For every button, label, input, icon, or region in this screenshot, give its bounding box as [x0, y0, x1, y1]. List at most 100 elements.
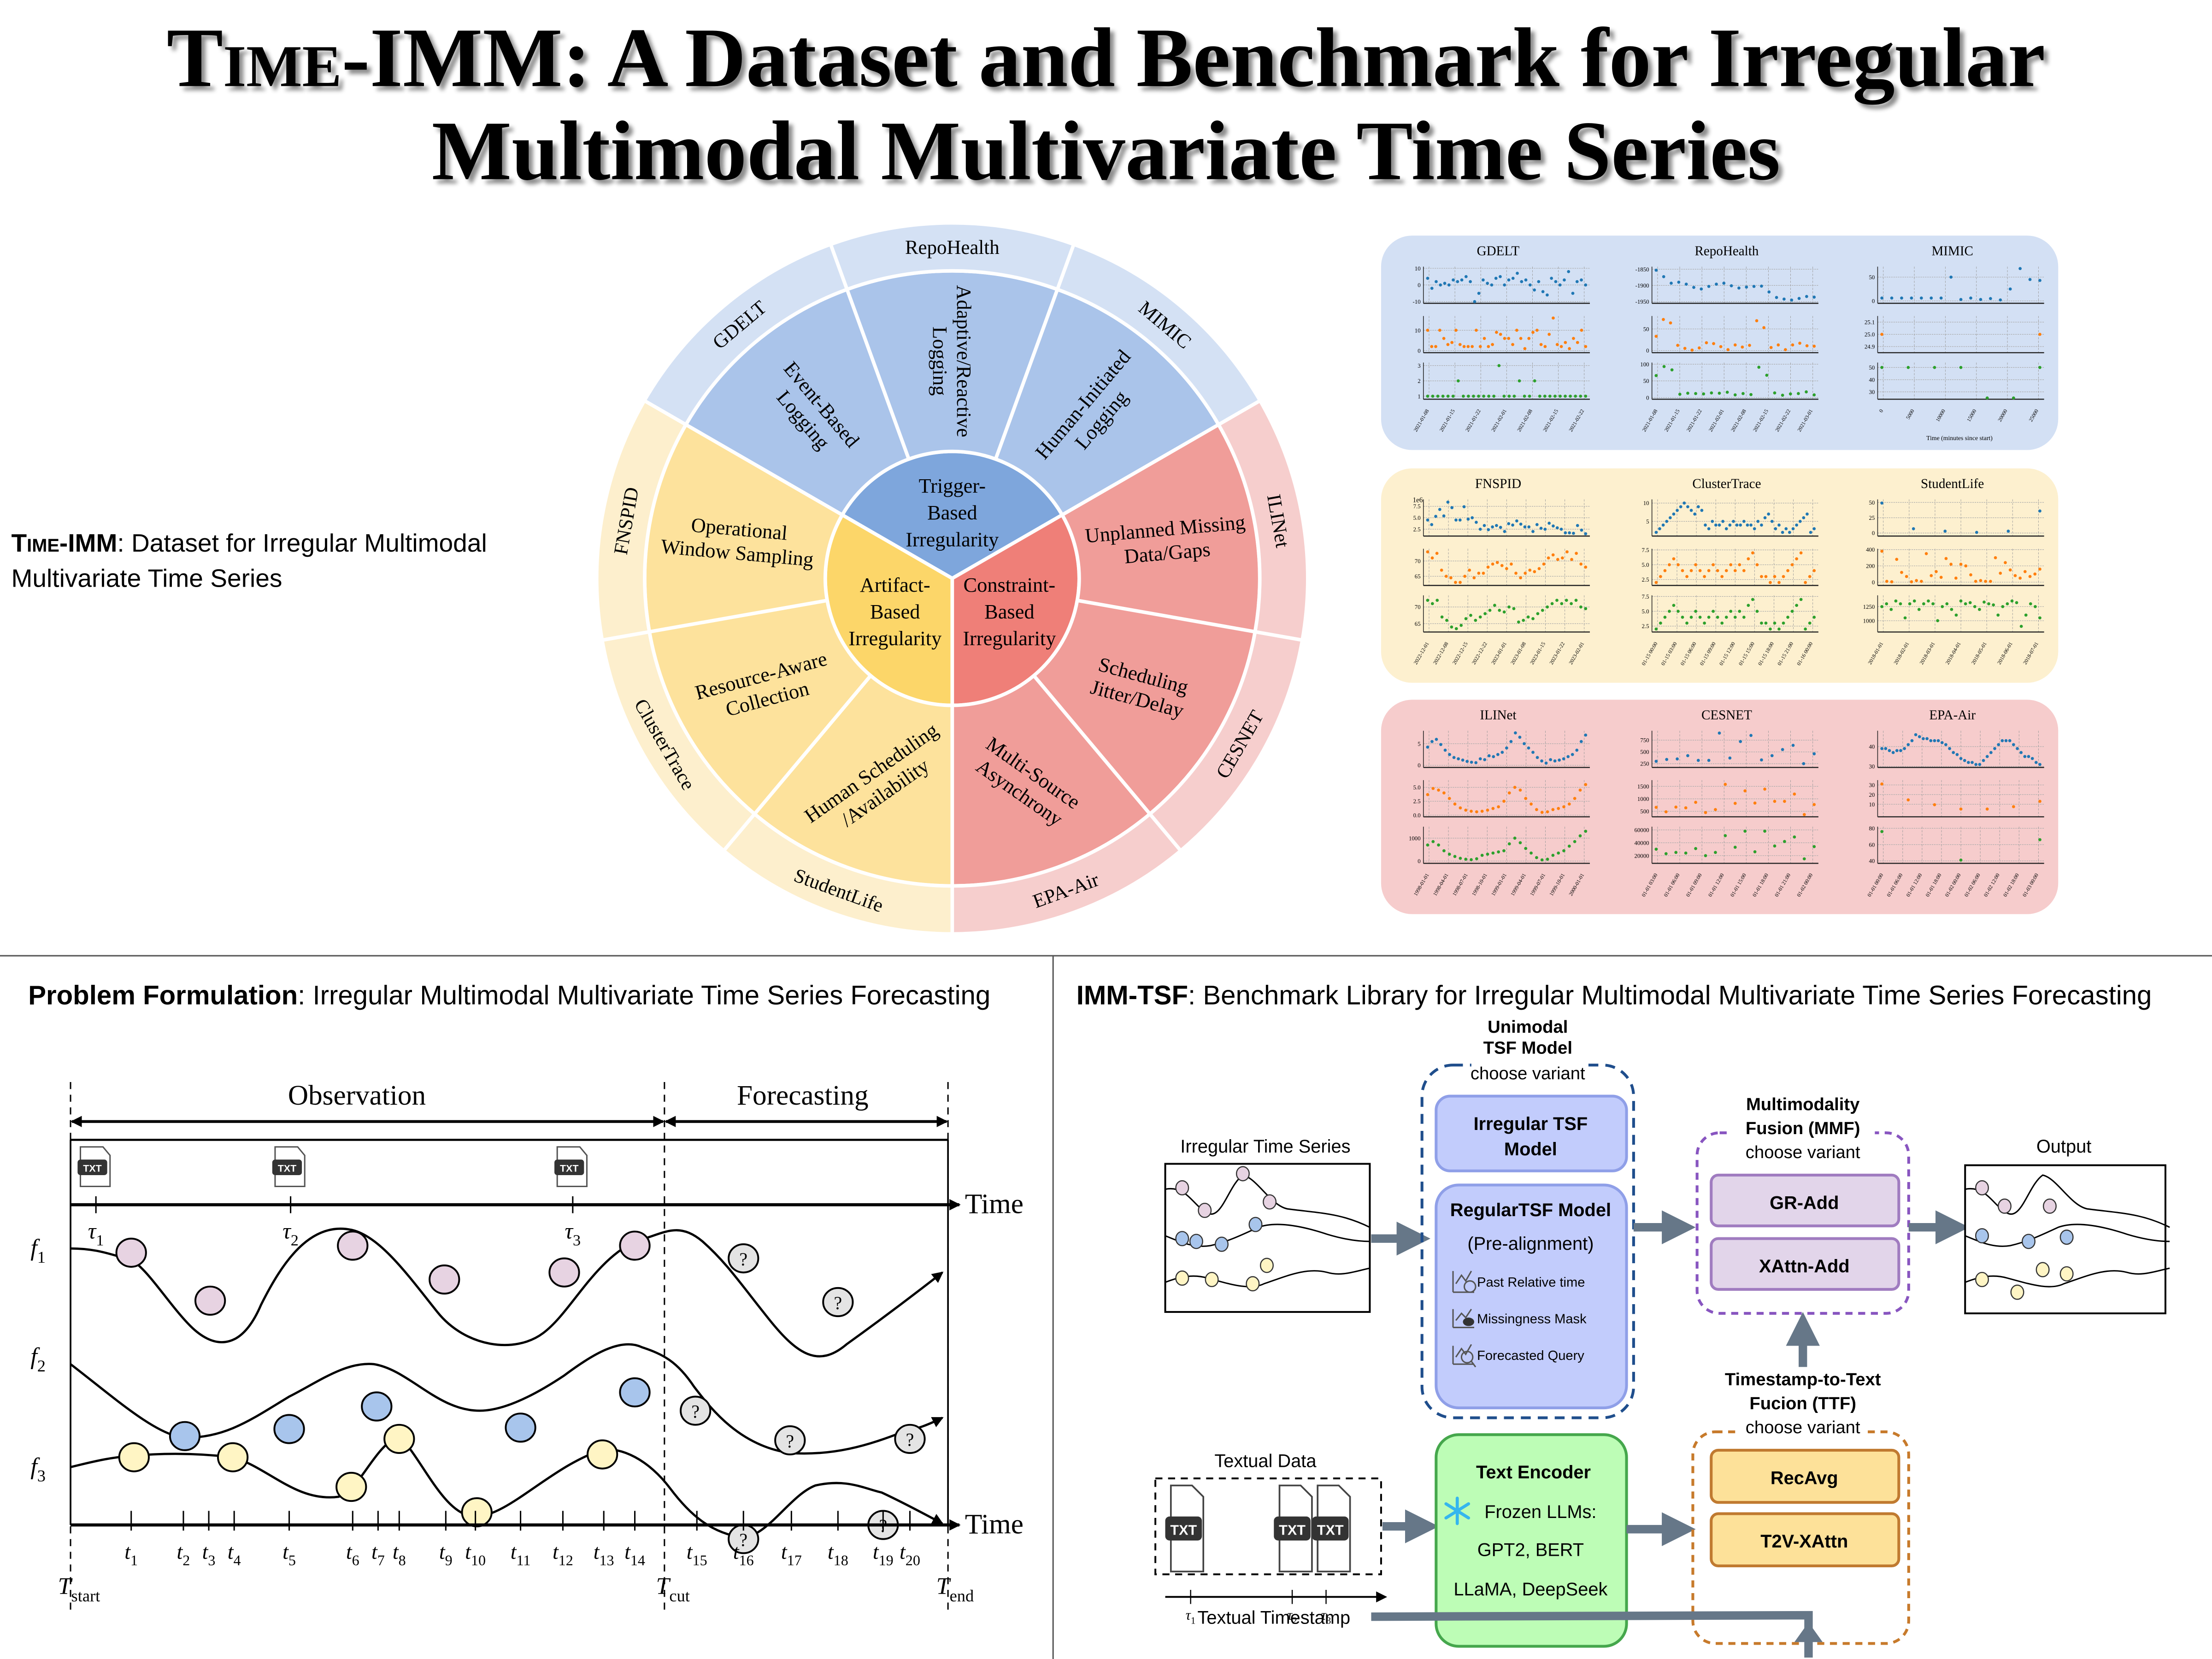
data-point: [1470, 760, 1473, 764]
x-tick-label: 01-15 21:00: [1777, 641, 1795, 667]
mini-point: [1248, 1217, 1263, 1232]
x-tick-label: 01-02 18:00: [2002, 872, 2020, 898]
data-point: [1891, 751, 1895, 754]
data-point: [1944, 557, 1948, 560]
regular-tsf-button[interactable]: [1435, 1183, 1628, 1410]
data-point: [1524, 278, 1528, 282]
data-point: [2023, 755, 2027, 758]
data-point: [1805, 344, 1809, 347]
data-point: [2038, 365, 2041, 369]
data-point: [1505, 567, 1508, 571]
data-point: [1669, 321, 1672, 325]
data-point: [1579, 740, 1583, 743]
data-point: [1895, 558, 1899, 561]
data-point: [1503, 529, 1506, 533]
data-point: [1765, 373, 1769, 377]
y-tick-label: 2.5: [1641, 577, 1649, 583]
mechanism-line: Adaptive/Reactive: [953, 285, 976, 437]
data-point: [1880, 782, 1884, 786]
data-point: [1788, 530, 1791, 534]
data-point: [1799, 598, 1803, 601]
y-tick-label: -1850: [1635, 266, 1649, 273]
xattn-add-button[interactable]: [1710, 1237, 1900, 1291]
data-point: [1519, 523, 1523, 526]
data-point: [1769, 346, 1773, 349]
observation-point: [619, 1377, 651, 1408]
data-point: [1517, 620, 1520, 624]
data-point: [1781, 748, 1784, 751]
data-point: [1466, 518, 1470, 521]
tau-label-3: τ3: [565, 1218, 581, 1249]
data-point: [1584, 783, 1588, 786]
data-point: [1442, 849, 1446, 853]
data-point: [1507, 522, 1511, 525]
data-point: [1438, 508, 1441, 511]
y-tick-label: -1900: [1635, 282, 1649, 289]
mini-point: [1235, 1166, 1250, 1182]
dataset-caption: Time-IMM: Dataset for Irregular Multimod…: [11, 526, 487, 597]
mini-curve: [1165, 1267, 1370, 1288]
recavg-button[interactable]: [1710, 1448, 1900, 1504]
data-point: [1426, 394, 1430, 398]
data-point: [1665, 520, 1669, 523]
data-point: [1895, 749, 1899, 753]
data-point: [1659, 621, 1662, 625]
t-label-11-base: t: [511, 1540, 517, 1564]
t-label-11-sub: 11: [516, 1552, 530, 1568]
data-point: [1530, 851, 1533, 855]
data-point: [1689, 615, 1693, 619]
t-label-4: t4: [228, 1540, 241, 1569]
data-point: [1880, 549, 1884, 553]
x-tick-label: 01-02 12:00: [1983, 872, 2001, 898]
data-point: [1571, 292, 1575, 295]
feature-label-3-sub: 3: [37, 1467, 46, 1485]
irregular-tsf-button[interactable]: [1435, 1094, 1628, 1172]
mini-series-1: 0.0 2.5 5.0: [1413, 780, 1590, 818]
data-point: [1812, 845, 1816, 848]
data-point: [1683, 347, 1687, 350]
x-tick-label: 1999-01-01: [1490, 872, 1508, 897]
data-point: [1690, 348, 1694, 352]
x-tick-label: 01-01 06:00: [1663, 872, 1681, 898]
data-point: [1495, 561, 1499, 565]
data-point: [1487, 754, 1491, 758]
text-encoder-box[interactable]: [1435, 1433, 1628, 1648]
data-point: [1523, 394, 1526, 398]
data-point: [1949, 563, 1953, 566]
gr-add-button[interactable]: [1710, 1173, 1900, 1228]
data-point: [1982, 759, 1985, 762]
data-point: [1718, 731, 1721, 735]
data-point: [1431, 394, 1435, 398]
data-point: [1791, 527, 1795, 530]
mini-series-1: 10 20 30: [1869, 780, 2044, 818]
data-point: [1507, 842, 1511, 846]
y-tick-label: 65: [1415, 621, 1421, 627]
data-point: [1930, 296, 1933, 300]
mini-chart-cesnet: CESNET 250 500 750 500 1000 1500 20000 40000 6000…: [1634, 708, 1818, 898]
data-point: [1743, 830, 1747, 833]
mini-point: [1997, 1198, 2012, 1214]
data-point: [1805, 390, 1808, 394]
data-point: [1528, 568, 1532, 572]
data-point: [1543, 345, 1547, 348]
data-point: [1564, 531, 1567, 535]
data-point: [1693, 512, 1697, 516]
y-tick-label: 30: [1869, 782, 1875, 788]
x-tick-label: 2018-03-01: [1918, 641, 1936, 666]
data-point: [1426, 276, 1430, 280]
T-label-start-sub: start: [71, 1587, 100, 1605]
mini-chart-title: ILINet: [1480, 708, 1516, 723]
mini-series-2: 30 40 50: [1869, 362, 2044, 400]
data-point: [1659, 575, 1662, 578]
data-point: [1664, 852, 1668, 855]
data-point: [1450, 341, 1454, 344]
mini-point: [1198, 1202, 1212, 1218]
data-point: [1770, 520, 1774, 523]
data-point: [1722, 282, 1726, 285]
data-point: [1452, 278, 1455, 282]
data-point: [1889, 608, 1893, 611]
t2v-xattn-button[interactable]: [1710, 1512, 1900, 1567]
mini-curve: [1965, 1267, 2170, 1288]
dataset-label-repohealth: RepoHealth: [905, 237, 1000, 259]
t-label-20-base: t: [900, 1540, 906, 1564]
